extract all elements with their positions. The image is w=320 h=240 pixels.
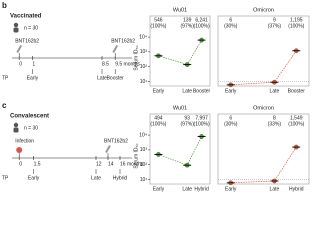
chart-title: Wu01 — [173, 7, 187, 13]
value-label: 9 — [273, 17, 276, 23]
percent-label: (30%) — [224, 23, 238, 29]
percent-label: (100%) — [194, 121, 210, 127]
plot-frame — [149, 15, 211, 87]
percent-label: (33%) — [268, 121, 282, 127]
person-icon — [13, 22, 19, 28]
x-tick-label: Booster — [193, 88, 211, 94]
timeline-label: 16 months — [120, 161, 144, 167]
value-label: 1,195 — [290, 17, 303, 23]
tp-label: TP — [2, 75, 9, 81]
mean-line — [158, 136, 202, 166]
event-label: Infection — [15, 138, 34, 144]
tp-name: Early — [28, 175, 40, 181]
y-tick-label: 10¹ — [140, 177, 148, 183]
value-label: 93 — [184, 115, 190, 121]
person-icon — [13, 127, 19, 133]
percent-label: (37%) — [268, 23, 282, 29]
syringe-icon — [16, 45, 23, 53]
x-tick-label: Late — [270, 186, 280, 192]
tp-label: TP — [2, 175, 9, 181]
x-tick-label: Hybrid — [289, 186, 304, 192]
timeline-label: 9.5 months — [115, 61, 140, 67]
y-tick-label: 10³ — [140, 147, 148, 153]
panel-label: c — [2, 101, 7, 110]
chart-title: Omicron — [253, 105, 274, 111]
y-axis-label: Serum ID₅₀ — [133, 143, 139, 168]
timeline-label: 1.5 — [34, 161, 41, 167]
value-label: 139 — [183, 17, 192, 23]
percent-label: (100%) — [288, 121, 304, 127]
chart-title: Wu01 — [173, 105, 187, 111]
x-tick-label: Late — [182, 88, 192, 94]
y-tick-label: 10² — [140, 64, 148, 70]
tp-name: Booster — [107, 75, 125, 81]
tp-name: Early — [27, 75, 39, 81]
x-tick-label: Booster — [288, 88, 306, 94]
person-icon — [13, 122, 19, 128]
person-icon — [13, 27, 19, 33]
percent-label: (30%) — [224, 121, 238, 127]
x-tick-label: Early — [225, 186, 237, 192]
percent-label: (100%) — [150, 121, 166, 127]
value-label: 6 — [229, 115, 232, 121]
mean-line — [230, 146, 297, 184]
value-label: 494 — [154, 115, 163, 121]
mean-line — [158, 39, 202, 66]
percent-label: (100%) — [194, 23, 210, 29]
value-label: 1,549 — [290, 115, 303, 121]
tp-name: Hybrid — [113, 175, 128, 181]
plot-frame — [217, 113, 310, 185]
plot-frame — [217, 15, 310, 87]
x-tick-label: Early — [225, 88, 237, 94]
value-label: 6 — [229, 17, 232, 23]
x-tick-label: Early — [153, 186, 165, 192]
x-tick-label: Early — [153, 88, 165, 94]
timeline-label: 12 — [96, 161, 102, 167]
plot-frame — [149, 113, 211, 185]
x-tick-label: Late — [182, 186, 192, 192]
cohort: Vaccinated — [10, 14, 42, 20]
syringe-icon — [105, 145, 111, 153]
tp-name: Late — [97, 75, 107, 81]
timeline-label: 8.5 — [102, 61, 109, 67]
mean-line — [230, 50, 297, 86]
n-label: n = 30 — [24, 25, 38, 31]
percent-label: (97%) — [181, 23, 195, 29]
event-label: BNT162b2 — [15, 38, 39, 44]
timeline-label: 0 — [19, 61, 22, 67]
percent-label: (100%) — [150, 23, 166, 29]
y-tick-label: 10⁴ — [139, 132, 147, 138]
syringe-icon — [112, 45, 119, 53]
y-tick-label: 10¹ — [140, 79, 148, 85]
percent-label: (100%) — [288, 23, 304, 29]
value-label: 546 — [154, 17, 163, 23]
event-label: BNT162b2 — [104, 138, 128, 144]
percent-label: (97%) — [181, 121, 195, 127]
n-label: n = 30 — [24, 125, 38, 131]
chart-title: Omicron — [253, 7, 274, 13]
event-label: BNT162b2 — [111, 38, 135, 44]
value-label: 8 — [273, 115, 276, 121]
panel-label: b — [2, 1, 7, 10]
tp-name: Late — [91, 175, 101, 181]
value-label: 7,997 — [195, 115, 208, 121]
cohort: Convalescent — [10, 114, 49, 120]
timeline-label: 1 — [32, 61, 35, 67]
virus-icon — [16, 147, 23, 153]
x-tick-label: Late — [270, 88, 280, 94]
y-tick-label: 10² — [140, 162, 148, 168]
x-tick-label: Hybrid — [194, 186, 209, 192]
y-tick-label: 10³ — [140, 49, 148, 55]
y-axis-label: Serum ID₅₀ — [133, 45, 139, 70]
timeline-label: 14 — [108, 161, 114, 167]
value-label: 6,241 — [195, 17, 208, 23]
timeline-label: 0 — [19, 161, 22, 167]
y-tick-label: 10⁴ — [139, 34, 147, 40]
